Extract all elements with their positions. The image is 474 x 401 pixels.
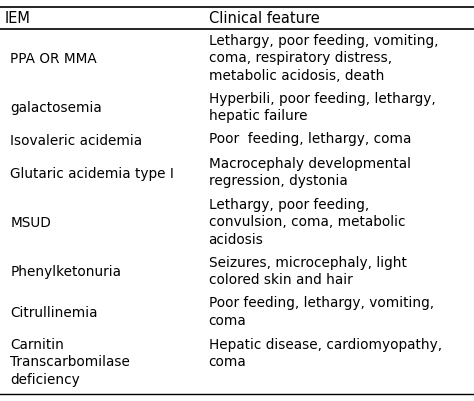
Text: PPA OR MMA: PPA OR MMA [10, 52, 97, 66]
Text: MSUD: MSUD [10, 215, 51, 229]
Text: Poor feeding, lethargy, vomiting,
coma: Poor feeding, lethargy, vomiting, coma [209, 296, 434, 327]
Text: IEM: IEM [5, 11, 31, 26]
Text: Clinical feature: Clinical feature [209, 11, 319, 26]
Text: Lethargy, poor feeding, vomiting,
coma, respiratory distress,
metabolic acidosis: Lethargy, poor feeding, vomiting, coma, … [209, 34, 438, 82]
Text: Macrocephaly developmental
regression, dystonia: Macrocephaly developmental regression, d… [209, 157, 410, 188]
Text: Lethargy, poor feeding,
convulsion, coma, metabolic
acidosis: Lethargy, poor feeding, convulsion, coma… [209, 198, 405, 246]
Text: Phenylketonuria: Phenylketonuria [10, 264, 121, 278]
Text: Hepatic disease, cardiomyopathy,
coma: Hepatic disease, cardiomyopathy, coma [209, 337, 442, 368]
Text: Hyperbili, poor feeding, lethargy,
hepatic failure: Hyperbili, poor feeding, lethargy, hepat… [209, 91, 435, 122]
Text: Poor  feeding, lethargy, coma: Poor feeding, lethargy, coma [209, 132, 411, 146]
Text: galactosemia: galactosemia [10, 101, 102, 115]
Text: Isovaleric acidemia: Isovaleric acidemia [10, 134, 143, 148]
Text: Seizures, microcephaly, light
colored skin and hair: Seizures, microcephaly, light colored sk… [209, 255, 406, 286]
Text: Carnitin
Transcarbomilase
deficiency: Carnitin Transcarbomilase deficiency [10, 337, 130, 386]
Text: Glutaric acidemia type I: Glutaric acidemia type I [10, 166, 174, 180]
Text: Citrullinemia: Citrullinemia [10, 305, 98, 319]
